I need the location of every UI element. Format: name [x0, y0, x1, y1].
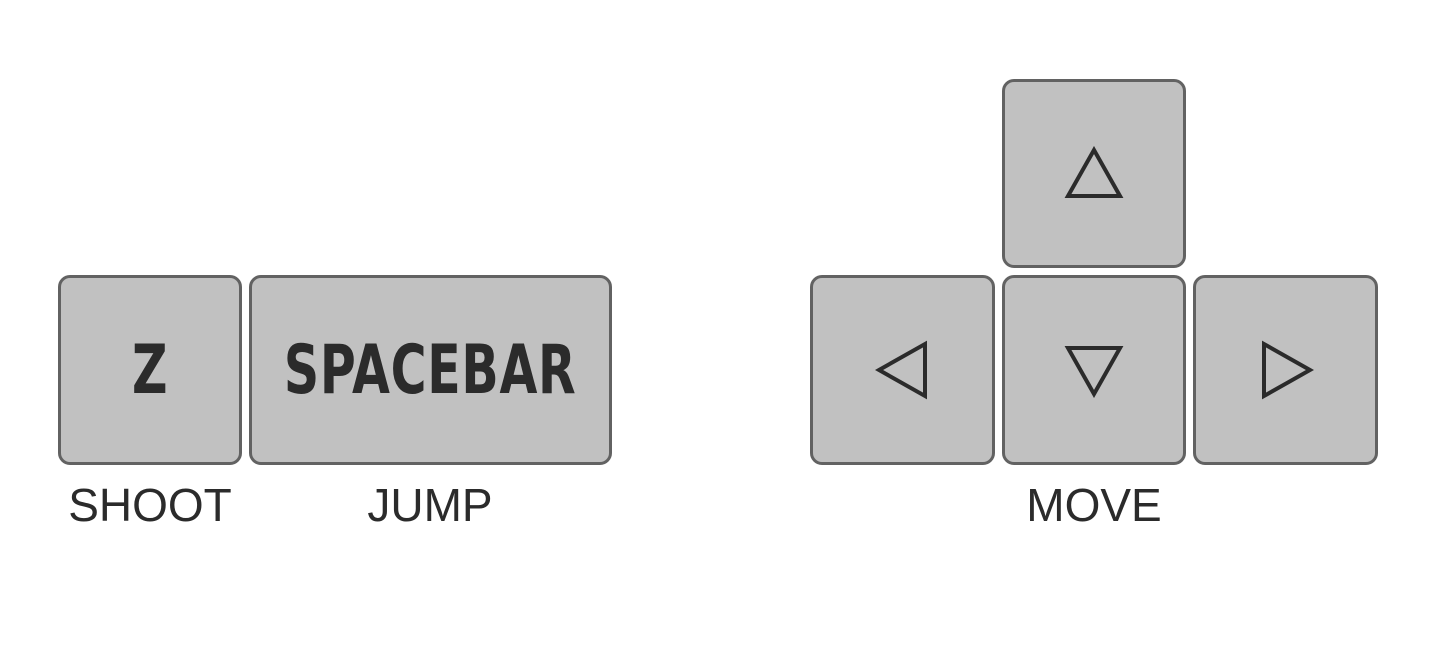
- up-arrow-icon: [1064, 145, 1124, 198]
- down-arrow-icon: [1064, 346, 1124, 398]
- right-arrow-icon: [1261, 340, 1314, 400]
- move-label: MOVE: [1026, 479, 1162, 531]
- up-key: [1002, 79, 1186, 268]
- left-arrow-icon: [874, 340, 927, 400]
- down-key: [1002, 275, 1186, 465]
- shoot-key: Z: [58, 275, 242, 465]
- right-key: [1193, 275, 1378, 465]
- jump-label: JUMP: [367, 479, 493, 531]
- jump-key: SPACEBAR: [249, 275, 612, 465]
- left-key: [810, 275, 995, 465]
- shoot-label: SHOOT: [68, 479, 232, 531]
- jump-key-label: SPACEBAR: [284, 330, 577, 410]
- shoot-key-label: Z: [131, 330, 169, 410]
